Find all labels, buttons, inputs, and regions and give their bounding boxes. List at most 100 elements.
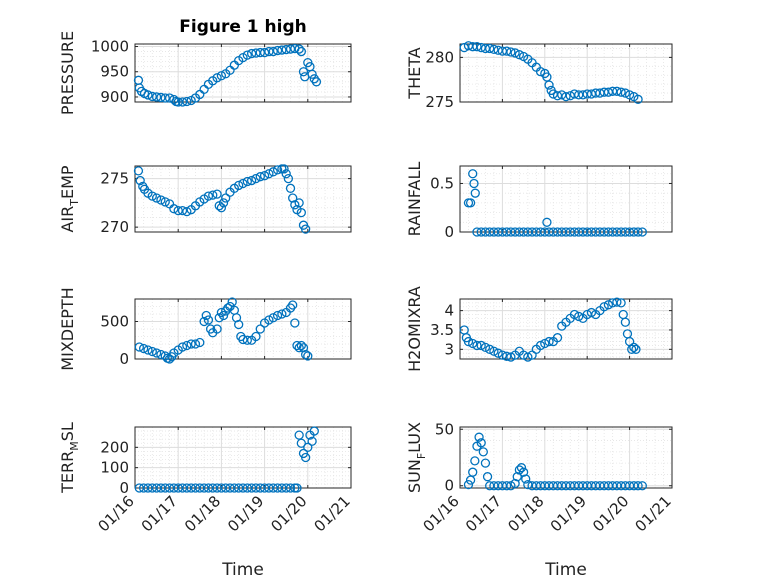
x-tick-label: 01/17 — [462, 492, 505, 535]
y-tick-label: 280 — [425, 48, 454, 66]
y-tick-label: 50 — [435, 420, 454, 438]
x-tick-label: 01/16 — [95, 492, 138, 535]
y-tick-label: 100 — [100, 459, 129, 477]
data-point — [599, 302, 609, 312]
data-point — [259, 171, 270, 181]
data-point — [561, 91, 571, 102]
data-point — [147, 346, 157, 357]
data-point — [485, 43, 495, 54]
data-point — [298, 67, 309, 77]
x-tick-label: 01/18 — [181, 492, 224, 535]
data-point — [147, 191, 157, 201]
y-tick-label: 3.5 — [430, 321, 454, 339]
x-tick-label: 01/20 — [589, 492, 632, 535]
data-point — [283, 173, 294, 184]
data-point — [303, 351, 313, 361]
data-point — [251, 48, 261, 58]
data-point — [535, 340, 546, 351]
data-point — [631, 344, 641, 354]
data-point — [506, 352, 516, 362]
data-point — [169, 204, 179, 214]
data-point — [497, 350, 508, 360]
data-point — [510, 478, 520, 489]
data-point — [612, 297, 622, 307]
data-point — [521, 474, 531, 484]
data-point — [285, 483, 296, 493]
data-point — [242, 176, 252, 187]
data-point — [212, 189, 222, 199]
data-point — [624, 90, 635, 100]
data-point — [633, 481, 643, 491]
subplot-7: 0 100 200 01/16 01/17 01/18 01/19 01/20 01/21 Tim… — [58, 422, 354, 580]
y-tick-label: 0 — [119, 350, 129, 368]
y-tick-label: 0.5 — [430, 174, 454, 192]
data-point — [231, 313, 242, 323]
data-point — [182, 206, 192, 217]
data-point — [300, 452, 311, 463]
data-point — [468, 338, 478, 349]
data-point — [234, 180, 244, 191]
data-point — [277, 45, 287, 55]
data-point — [259, 47, 270, 58]
data-point — [472, 42, 482, 52]
data-point — [264, 46, 274, 57]
data-point — [294, 430, 304, 440]
data-point — [470, 456, 480, 466]
data-point — [214, 313, 224, 323]
data-point — [272, 310, 283, 321]
data-point — [637, 481, 647, 491]
data-point — [633, 227, 643, 237]
data-point — [285, 183, 296, 193]
x-tick-label: 01/20 — [267, 492, 310, 535]
data-point — [279, 164, 289, 174]
data-point — [294, 343, 304, 353]
data-point — [296, 207, 306, 218]
data-point — [540, 338, 550, 349]
x-axis-label: Time — [221, 560, 264, 580]
data-point — [156, 92, 166, 103]
data-point — [616, 298, 626, 308]
x-tick-label: 01/21 — [311, 492, 354, 535]
data-point — [627, 344, 637, 354]
y-tick-label: 950 — [100, 63, 129, 81]
data-point — [465, 198, 476, 208]
data-point — [160, 93, 170, 103]
data-point — [264, 169, 274, 179]
y-axis-label: SUNFLUX — [405, 422, 428, 493]
data-point — [133, 75, 144, 85]
data-point — [221, 193, 231, 203]
data-point — [574, 311, 584, 322]
data-point — [489, 346, 499, 356]
data-point — [476, 340, 486, 351]
y-axis-label: TERRMSL — [58, 422, 81, 494]
data-point — [173, 205, 183, 216]
data-point — [277, 309, 287, 319]
data-point — [300, 349, 311, 360]
data-point — [203, 315, 214, 325]
data-point — [472, 340, 482, 351]
data-point — [151, 193, 162, 203]
data-point — [485, 344, 495, 354]
data-point — [535, 67, 546, 77]
data-point — [190, 339, 201, 349]
data-point — [238, 178, 248, 189]
data-point — [300, 224, 311, 234]
axes-box — [459, 43, 673, 103]
y-tick-label: 3 — [444, 340, 454, 358]
data-point — [135, 175, 145, 186]
data-point — [151, 348, 162, 358]
data-point — [216, 71, 227, 81]
data-point — [223, 303, 233, 313]
data-point — [177, 342, 188, 352]
data-point — [234, 319, 244, 330]
data-point — [303, 442, 313, 452]
subplot-5: 0 500 MIXDEPTH — [58, 287, 352, 371]
data-point — [272, 165, 283, 175]
data-point — [463, 479, 474, 490]
data-point — [620, 317, 631, 327]
data-point — [629, 342, 639, 353]
axes-box — [134, 165, 352, 233]
data-point — [160, 197, 170, 207]
y-tick-label: 900 — [100, 88, 129, 106]
data-point — [177, 205, 188, 216]
